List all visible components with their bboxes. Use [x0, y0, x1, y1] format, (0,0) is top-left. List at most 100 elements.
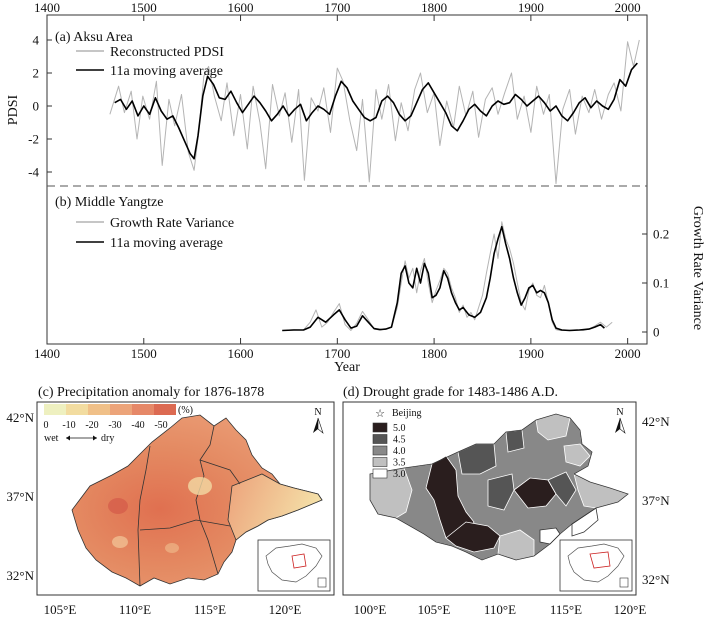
legend-c-swatch: [132, 404, 154, 415]
legend-c-swatch: [110, 404, 132, 415]
map-c-spot-4: [108, 498, 128, 514]
north-arrow-d: N: [615, 407, 626, 434]
map-d-lat-labels: 42°N 37°N 32°N: [642, 414, 670, 587]
north-arrow-c: N: [313, 407, 324, 434]
legend-a-reconstructed: Reconstructed PDSI: [110, 45, 224, 60]
panel-a-title: (a) Aksu Area: [55, 30, 134, 45]
north-label-c: N: [314, 407, 321, 418]
map-c-spot-2: [112, 536, 128, 548]
map-c-border-3: [139, 519, 231, 531]
x-tick-bottom-label: 1500: [131, 346, 157, 361]
legend-c-tick: 0: [44, 420, 49, 431]
x-tick-bottom-label: 1400: [34, 346, 60, 361]
legend-c-swatch: [66, 404, 88, 415]
legend-d-grade: 4.0: [393, 446, 406, 457]
legend-c-tick: -20: [85, 420, 98, 431]
legend-d-swatch: [372, 457, 388, 467]
legend-c-swatches: [44, 404, 176, 415]
y-tick-a-label: 2: [33, 66, 40, 81]
map-c-border-1: [137, 445, 151, 587]
x-ticks-top: 1400 1500 1600 1700 1800 1900 2000: [34, 0, 641, 21]
y-tick-b-label: 0.2: [653, 227, 669, 242]
x-axis-label-year: Year: [334, 360, 360, 375]
map-c-border-4: [199, 459, 241, 485]
map-c-lat-label: 37°N: [6, 489, 34, 504]
y-tick-a-label: 0: [33, 99, 40, 114]
x-tick-bottom-label: 1800: [421, 346, 447, 361]
inset-c-outline: [265, 543, 323, 583]
legend-d-star: ☆: [375, 408, 385, 420]
map-d-lon-label: 105°E: [418, 602, 451, 617]
legend-d-grade: 3.0: [393, 469, 406, 480]
legend-d-swatch: [372, 468, 388, 479]
x-tick-top-label: 1800: [421, 0, 447, 15]
series-group-a: [109, 39, 640, 185]
legend-a-moving-average: 11a moving average: [110, 64, 223, 79]
map-d-outline: [369, 413, 629, 561]
legend-d-grade: 3.5: [393, 458, 406, 469]
x-ticks-bottom: 1400 1500 1600 1700 1800 1900 2000: [34, 338, 641, 361]
map-c-lon-label: 115°E: [194, 602, 226, 617]
map-d-lon-label: 115°E: [550, 602, 582, 617]
north-arrow-d-left: [615, 418, 620, 433]
map-d-lat-label: 32°N: [642, 572, 670, 587]
legend-d-swatch: [372, 422, 388, 433]
y-tick-a-label: -2: [28, 132, 39, 147]
x-tick-top-label: 1700: [324, 0, 350, 15]
north-arrow-c-left: [313, 418, 318, 433]
x-tick-top-label: 1600: [228, 0, 254, 15]
plot-frame: [46, 14, 648, 345]
pdsi-series-moving-average: [114, 62, 638, 160]
inset-d-box: [619, 577, 629, 588]
y-tick-b-label: 0.1: [653, 276, 669, 291]
panel-d-title: (d) Drought grade for 1483-1486 A.D.: [343, 385, 558, 400]
legend-c-swatch: [88, 404, 110, 415]
legend-c-tick: -40: [131, 420, 144, 431]
legend-c-dry: dry: [101, 433, 114, 444]
map-c-lat-labels: 42°N 37°N 32°N: [6, 410, 34, 583]
legend-c-tick: -30: [108, 420, 121, 431]
x-tick-top-label: 1900: [518, 0, 544, 15]
map-c-lon-label: 110°E: [119, 602, 151, 617]
map-panel-d: (d) Drought grade for 1483-1486 A.D. ☆ B…: [342, 385, 670, 617]
x-tick-top-label: 1500: [131, 0, 157, 15]
north-arrow-c-right: [317, 417, 324, 434]
y-axis-label-growth: Growth Rate Variance: [690, 206, 705, 330]
north-arrow-d-right: [619, 417, 626, 434]
y-tick-a-label: 4: [33, 33, 40, 48]
legend-c-tick: -10: [62, 420, 75, 431]
inset-d-highlight: [589, 551, 611, 569]
x-tick-top-label: 2000: [615, 0, 641, 15]
legend-b-growth-rate: Growth Rate Variance: [110, 216, 234, 231]
map-d-grade45-3: [547, 471, 577, 507]
time-series-chart: 1400 1500 1600 1700 1800 1900 2000 1400 1500 160…: [6, 0, 705, 375]
series-group-b: [282, 221, 613, 332]
map-d-lat-label: 37°N: [642, 493, 670, 508]
x-tick-bottom-label: 1900: [518, 346, 544, 361]
y-tick-a-label: -4: [28, 165, 39, 180]
legend-c-tick: -50: [154, 420, 167, 431]
map-panel-c: (c) Precipitation anomaly for 1876-1878: [6, 385, 335, 617]
legend-c-wet: wet: [44, 433, 59, 444]
map-c-lat-label: 42°N: [6, 410, 34, 425]
map-c-lat-label: 32°N: [6, 568, 34, 583]
y-ticks-b: 0 0.1 0.2: [642, 227, 669, 340]
map-d-grade45-4: [505, 429, 525, 453]
north-label-d: N: [616, 407, 623, 418]
panel-c-title: (c) Precipitation anomaly for 1876-1878: [38, 385, 264, 400]
map-d-grade35-4: [563, 443, 591, 467]
map-c-lon-label: 105°E: [44, 602, 77, 617]
legend-b-moving-average: 11a moving average: [110, 236, 223, 251]
legend-c-swatch: [154, 404, 176, 415]
panel-b-title: (b) Middle Yangtze: [55, 195, 164, 210]
map-d-dark-2: [445, 521, 501, 553]
legend-c-ticks: 0 -10 -20 -30 -40 -50: [44, 420, 168, 431]
inset-c-box: [317, 577, 327, 588]
legend-d-items: 5.04.54.03.53.0: [372, 422, 406, 480]
y-tick-b-label: 0: [653, 325, 660, 340]
x-tick-bottom-label: 1600: [228, 346, 254, 361]
x-tick-top-label: 1400: [34, 0, 60, 15]
map-c-spot-3: [165, 543, 179, 553]
map-d-legend: ☆ Beijing 5.04.54.03.53.0: [372, 408, 421, 480]
